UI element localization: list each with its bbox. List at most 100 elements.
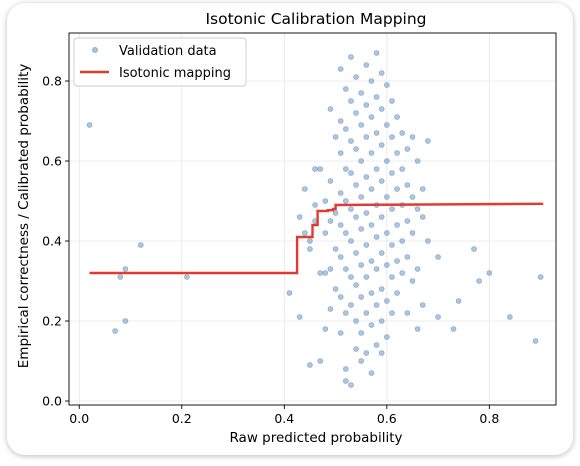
validation-point	[378, 106, 385, 112]
validation-point	[337, 254, 344, 260]
validation-point	[353, 282, 359, 288]
validation-point	[343, 198, 349, 204]
validation-point	[384, 334, 390, 340]
validation-point	[368, 114, 375, 120]
validation-point	[332, 286, 339, 292]
validation-point	[117, 274, 124, 280]
y-tick-label: 0.8	[42, 74, 62, 89]
validation-point	[394, 150, 400, 156]
legend-label-isotonic: Isotonic mapping	[119, 66, 231, 81]
validation-point	[394, 258, 400, 264]
validation-point	[389, 170, 395, 176]
validation-point	[363, 102, 370, 108]
plot-frame	[68, 32, 557, 406]
validation-point	[137, 242, 144, 248]
y-axis-label: Empirical correctness / Calibrated proba…	[16, 64, 32, 368]
validation-point	[373, 234, 380, 240]
validation-point	[414, 326, 421, 332]
validation-point	[343, 230, 349, 236]
validation-point	[455, 298, 462, 304]
validation-point	[486, 270, 493, 276]
validation-point	[317, 358, 323, 364]
y-tick-label: 0.0	[42, 394, 62, 409]
validation-point	[286, 290, 293, 296]
validation-point	[348, 238, 354, 244]
validation-point	[507, 314, 513, 320]
y-tick-label: 0.4	[42, 234, 62, 249]
validation-point	[378, 178, 385, 184]
x-tick-label: 0.8	[479, 411, 499, 426]
validation-point	[363, 134, 370, 140]
validation-point	[332, 210, 339, 216]
x-axis-label: Raw predicted probability	[229, 430, 402, 446]
validation-point	[368, 78, 375, 84]
x-tick-label: 0.2	[172, 411, 192, 426]
validation-point	[404, 146, 411, 152]
validation-point	[373, 94, 380, 100]
validation-point	[112, 328, 118, 334]
validation-point	[312, 166, 318, 172]
validation-point	[358, 262, 365, 268]
validation-point	[358, 158, 365, 164]
validation-point	[358, 358, 365, 364]
validation-point	[368, 222, 375, 228]
validation-point	[353, 346, 359, 352]
validation-point	[348, 98, 354, 104]
validation-point	[404, 182, 411, 188]
validation-point	[368, 186, 375, 192]
validation-point	[317, 270, 323, 276]
validation-point	[394, 222, 400, 228]
validation-point	[373, 342, 380, 348]
validation-point	[337, 190, 344, 196]
validation-point	[337, 330, 344, 336]
validation-point	[409, 134, 416, 140]
y-ticks: 0.0 0.2 0.4 0.6 0.8	[42, 74, 69, 409]
validation-point	[322, 326, 329, 332]
validation-point	[378, 286, 385, 292]
validation-point	[302, 186, 308, 192]
x-ticks: 0.0 0.2 0.4 0.6 0.8	[69, 405, 499, 426]
validation-point	[322, 230, 329, 236]
validation-point	[327, 218, 334, 224]
validation-point	[363, 62, 370, 68]
validation-point	[368, 290, 375, 296]
validation-point	[343, 266, 349, 272]
validation-point	[353, 74, 359, 80]
validation-point	[368, 150, 375, 156]
validation-point	[373, 266, 380, 272]
y-tick-label: 0.2	[42, 314, 62, 329]
validation-point	[378, 350, 385, 356]
validation-point	[537, 274, 544, 280]
validation-point	[337, 222, 344, 228]
validation-point	[409, 230, 416, 236]
validation-point	[353, 318, 359, 324]
x-tick-label: 0.6	[377, 411, 397, 426]
validation-point	[373, 302, 380, 308]
validation-point	[368, 322, 375, 328]
isotonic-step-line	[89, 202, 544, 275]
validation-points	[86, 50, 544, 388]
validation-point	[86, 122, 93, 128]
y-tick-label: 0.6	[42, 154, 62, 169]
validation-point	[343, 166, 349, 172]
validation-point	[358, 90, 365, 96]
validation-point	[384, 230, 390, 236]
validation-point	[399, 130, 406, 136]
validation-point	[327, 306, 334, 312]
validation-point	[419, 302, 426, 308]
validation-point	[322, 198, 329, 204]
validation-point	[404, 254, 411, 260]
validation-point	[384, 158, 390, 164]
validation-point	[394, 290, 400, 296]
validation-point	[389, 310, 395, 316]
validation-point	[348, 170, 354, 176]
validation-point	[368, 258, 375, 264]
validation-point	[327, 106, 334, 112]
validation-point	[419, 186, 426, 192]
validation-point	[384, 194, 390, 200]
validation-point	[358, 194, 365, 200]
validation-point	[327, 266, 334, 272]
validation-point	[337, 150, 344, 156]
validation-point	[337, 66, 344, 72]
